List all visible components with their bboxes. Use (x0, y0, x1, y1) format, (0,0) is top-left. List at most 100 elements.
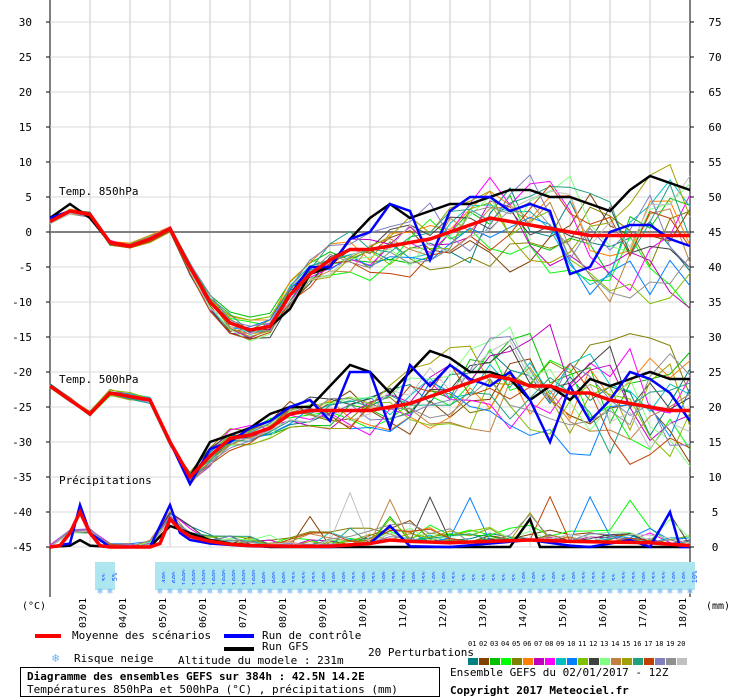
left-tick-label: 15 (19, 121, 32, 134)
snow-risk-bar (425, 562, 435, 590)
perturbation-number: 06 (523, 640, 532, 648)
snow-risk-bar (205, 562, 215, 590)
snow-risk-row: 5%❄5%❄40%❄60%❄100%❄100%❄100%❄100%❄100%❄1… (95, 562, 699, 597)
snow-risk-bar (375, 562, 385, 590)
perturbation-swatch (567, 658, 577, 665)
snow-risk-bar (435, 562, 445, 590)
perturbation-swatch (589, 658, 599, 665)
right-tick-label: 25 (708, 366, 721, 379)
left-tick-label: 10 (19, 156, 32, 169)
left-tick-label: -40 (12, 506, 32, 519)
x-tick-label: 04/01 (118, 598, 129, 628)
snowflake-icon: ❄ (177, 587, 183, 597)
snowflake-icon: ❄ (507, 587, 513, 597)
snow-risk-bar (675, 562, 685, 590)
snow-risk-bar (475, 562, 485, 590)
x-tick-label: 06/01 (198, 598, 209, 628)
perturbation-swatch (545, 658, 555, 665)
snow-risk-bar (255, 562, 265, 590)
snow-risk-bar (555, 562, 565, 590)
left-tick-label: -25 (12, 401, 32, 414)
perturbation-swatch (611, 658, 621, 665)
snow-risk-bar (95, 562, 105, 590)
left-axis-unit: (°C) (22, 601, 46, 612)
snowflake-icon: ❄ (97, 587, 103, 597)
snow-risk-bar (415, 562, 425, 590)
left-tick-label: -20 (12, 366, 32, 379)
snowflake-icon: ❄ (517, 587, 523, 597)
right-tick-label: 40 (708, 261, 721, 274)
perturbation-number: 13 (600, 640, 609, 648)
snowflake-icon: ❄ (287, 587, 293, 597)
snowflake-icon: ❄ (647, 587, 653, 597)
snow-risk-bar (365, 562, 375, 590)
perturbation-number: 18 (655, 640, 664, 648)
snowflake-icon: ❄ (257, 587, 263, 597)
snowflake-icon: ❄ (527, 587, 533, 597)
x-tick-label: 11/01 (398, 598, 409, 628)
snowflake-icon: ❄ (587, 587, 593, 597)
legend-control-label: Run de contrôle (262, 629, 362, 642)
snow-risk-value: 10% (691, 570, 699, 583)
snow-risk-bar (165, 562, 175, 590)
snowflake-icon: ❄ (157, 587, 163, 597)
legend-gfs-label: Run GFS (262, 640, 309, 653)
perturbation-number: 07 (534, 640, 543, 648)
chart-subtitle: Températures 850hPa et 500hPa (°C) , pré… (27, 683, 398, 696)
perturbation-swatch (523, 658, 533, 665)
perturbation-swatch (666, 658, 676, 665)
gfs-run-line (49, 516, 690, 549)
x-tick-label: 17/01 (638, 598, 649, 628)
mean-line (49, 209, 690, 332)
snowflake-icon: ❄ (627, 587, 633, 597)
right-tick-label: 30 (708, 331, 721, 344)
snowflake-icon: ❄ (677, 587, 683, 597)
snowflake-icon: ❄ (297, 587, 303, 597)
chart-title: Diagramme des ensembles GEFS sur 384h : … (27, 670, 365, 683)
left-tick-label: -45 (12, 541, 32, 554)
snowflake-icon: ❄ (597, 587, 603, 597)
snowflake-icon: ❄ (637, 587, 643, 597)
left-tick-label: 25 (19, 51, 32, 64)
info-box: Diagramme des ensembles GEFS sur 384h : … (20, 667, 440, 697)
snow-risk-bar (185, 562, 195, 590)
snow-risk-bar (265, 562, 275, 590)
snowflake-icon: ❄ (337, 587, 343, 597)
left-tick-label: 0 (25, 226, 32, 239)
left-tick-label: -10 (12, 296, 32, 309)
x-tick-label: 05/01 (158, 598, 169, 628)
perturbation-number: 10 (567, 640, 576, 648)
left-tick-label: -5 (19, 261, 32, 274)
right-tick-label: 15 (708, 436, 721, 449)
x-tick-label: 08/01 (278, 598, 289, 628)
perturbation-swatch (644, 658, 654, 665)
panel-labels: Temp. 850hPa Temp. 500hPa Précipitations (59, 185, 152, 487)
snow-risk-bar (405, 562, 415, 590)
right-tick-label: 50 (708, 191, 721, 204)
x-tick-label: 13/01 (478, 598, 489, 628)
x-tick-label: 15/01 (558, 598, 569, 628)
snow-risk-bar (655, 562, 665, 590)
snow-risk-bar (635, 562, 645, 590)
snowflake-icon: ❄ (457, 587, 463, 597)
snowflake-icon: ❄ (657, 587, 663, 597)
snow-risk-bar (615, 562, 625, 590)
legend-snow-label: Risque neige (74, 652, 154, 665)
snow-risk-bar (565, 562, 575, 590)
snow-risk-bar (355, 562, 365, 590)
snow-risk-bar (495, 562, 505, 590)
snowflake-icon: ❄ (107, 587, 113, 597)
snow-risk-bar (625, 562, 635, 590)
snow-risk-bar (525, 562, 535, 590)
perturbation-number: 19 (666, 640, 675, 648)
perturbation-swatch (512, 658, 522, 665)
snowflake-icon: ❄ (667, 587, 673, 597)
snowflake-icon: ❄ (217, 587, 223, 597)
perturbation-swatches (468, 650, 688, 665)
snowflake-icon: ❄ (477, 587, 483, 597)
snow-risk-value: 5% (111, 572, 119, 581)
snowflake-icon: ❄ (267, 587, 273, 597)
run-info: Ensemble GEFS du 02/01/2017 - 12Z (450, 666, 669, 679)
x-tick-label: 12/01 (438, 598, 449, 628)
perturbation-line (49, 184, 691, 341)
